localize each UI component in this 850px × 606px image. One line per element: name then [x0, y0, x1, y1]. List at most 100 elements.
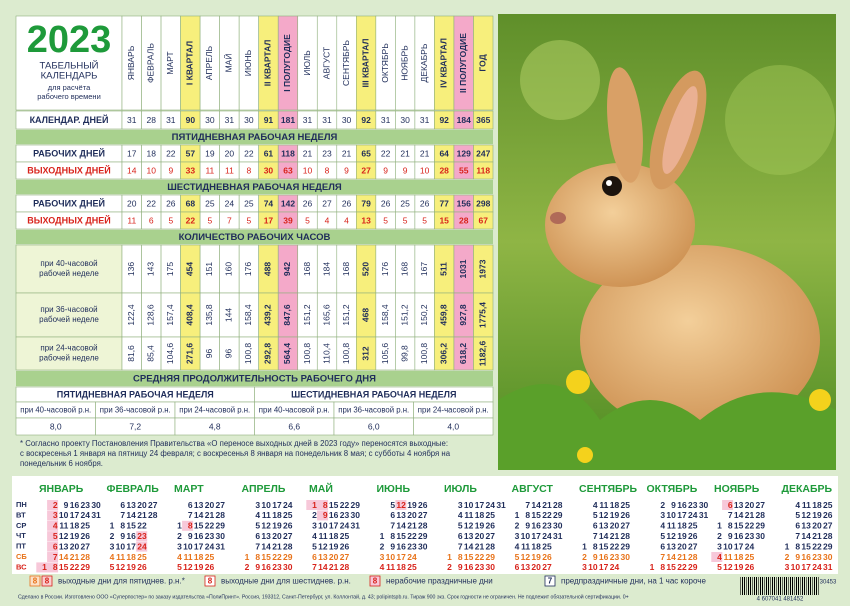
- day: 15: [801, 541, 811, 551]
- barcode-bar: [772, 577, 773, 595]
- day: 16: [599, 552, 609, 562]
- barcode-bar: [768, 577, 769, 595]
- barcode-bar: [742, 577, 743, 595]
- day: 16: [531, 521, 541, 531]
- day: 23: [688, 500, 698, 510]
- value: 18: [147, 148, 157, 158]
- value: 21: [400, 148, 410, 158]
- day: 20: [812, 521, 822, 531]
- day: 24: [745, 541, 755, 551]
- holiday-box: [47, 562, 59, 573]
- day: 19: [531, 552, 541, 562]
- day: 28: [486, 541, 496, 551]
- value: 157,4: [165, 304, 175, 326]
- day: 9: [64, 500, 69, 510]
- day: 13: [59, 541, 69, 551]
- day: 8: [188, 521, 193, 531]
- avg-label: при 40-часовой р.н.: [20, 406, 91, 415]
- day: 17: [801, 562, 811, 572]
- day: 16: [677, 500, 687, 510]
- day: 7: [728, 510, 733, 520]
- value: 365: [476, 115, 490, 125]
- barcode-bar: [766, 577, 767, 595]
- value: 1031: [458, 259, 468, 278]
- value: 31: [225, 115, 235, 125]
- title: КАЛЕНДАРЬ: [41, 71, 98, 82]
- day: 16: [194, 531, 204, 541]
- value: 26: [342, 198, 352, 208]
- value: 9: [344, 165, 349, 175]
- value: 28: [439, 165, 449, 175]
- day: 6: [312, 552, 317, 562]
- holiday-box: [136, 531, 148, 542]
- day: 22: [205, 521, 215, 531]
- day: 23: [81, 500, 91, 510]
- day: 19: [272, 521, 282, 531]
- legend-swatch: [29, 575, 41, 587]
- day: 17: [677, 510, 687, 520]
- value: 439,2: [263, 304, 273, 326]
- day: 1: [177, 521, 182, 531]
- day: 23: [542, 521, 552, 531]
- day: 24: [137, 541, 147, 551]
- day: 19: [734, 562, 744, 572]
- day: 18: [126, 552, 136, 562]
- holiday-box: [47, 520, 59, 531]
- section-header: [16, 130, 493, 144]
- day: 14: [734, 510, 744, 520]
- value: 31: [322, 115, 332, 125]
- day: 21: [272, 541, 282, 551]
- day: 28: [216, 510, 226, 520]
- day: 12: [261, 521, 271, 531]
- day: 25: [542, 541, 552, 551]
- value: 181: [281, 115, 295, 125]
- day: 21: [745, 510, 755, 520]
- avg-value: 4,0: [447, 421, 459, 431]
- day: 15: [59, 562, 69, 572]
- day: 19: [126, 562, 136, 572]
- day: 15: [126, 521, 136, 531]
- day: 21: [205, 510, 215, 520]
- value: 176: [243, 262, 253, 276]
- day: 17: [329, 521, 339, 531]
- day: 14: [318, 562, 328, 572]
- day: 18: [70, 521, 80, 531]
- day: 15: [734, 521, 744, 531]
- value: 511: [438, 262, 448, 276]
- day: 25: [688, 521, 698, 531]
- calendar-panel: [12, 476, 838, 574]
- day: 15: [599, 541, 609, 551]
- day: 27: [688, 541, 698, 551]
- row-label: при 24-часовой: [40, 344, 97, 353]
- day: 12: [666, 531, 676, 541]
- value: 151,2: [399, 304, 409, 326]
- day: 13: [396, 510, 406, 520]
- day: 23: [137, 531, 147, 541]
- day: 11: [319, 531, 328, 541]
- day: 17: [531, 531, 541, 541]
- day: 19: [677, 531, 687, 541]
- legend-swatch: [41, 575, 53, 587]
- day: 22: [812, 541, 822, 551]
- day: 17: [475, 500, 485, 510]
- avg-label: при 36-часовой р.н.: [100, 406, 171, 415]
- day: 2: [515, 521, 520, 531]
- day: 20: [610, 521, 620, 531]
- value: 312: [360, 346, 370, 360]
- value: 135,8: [204, 304, 214, 326]
- day: 18: [812, 500, 822, 510]
- day: 20: [70, 541, 80, 551]
- legend-sample: 8: [373, 577, 378, 586]
- barcode-bar: [776, 577, 777, 595]
- day: 17: [396, 552, 406, 562]
- day: 14: [599, 531, 609, 541]
- day: 5: [593, 510, 598, 520]
- value: 100,8: [419, 343, 429, 365]
- day: 12: [396, 500, 406, 510]
- day: 12: [116, 562, 126, 572]
- weekday: ВТ: [16, 510, 26, 519]
- barcode-bar: [798, 577, 799, 595]
- value: 168: [302, 262, 312, 276]
- value: 4: [325, 215, 330, 225]
